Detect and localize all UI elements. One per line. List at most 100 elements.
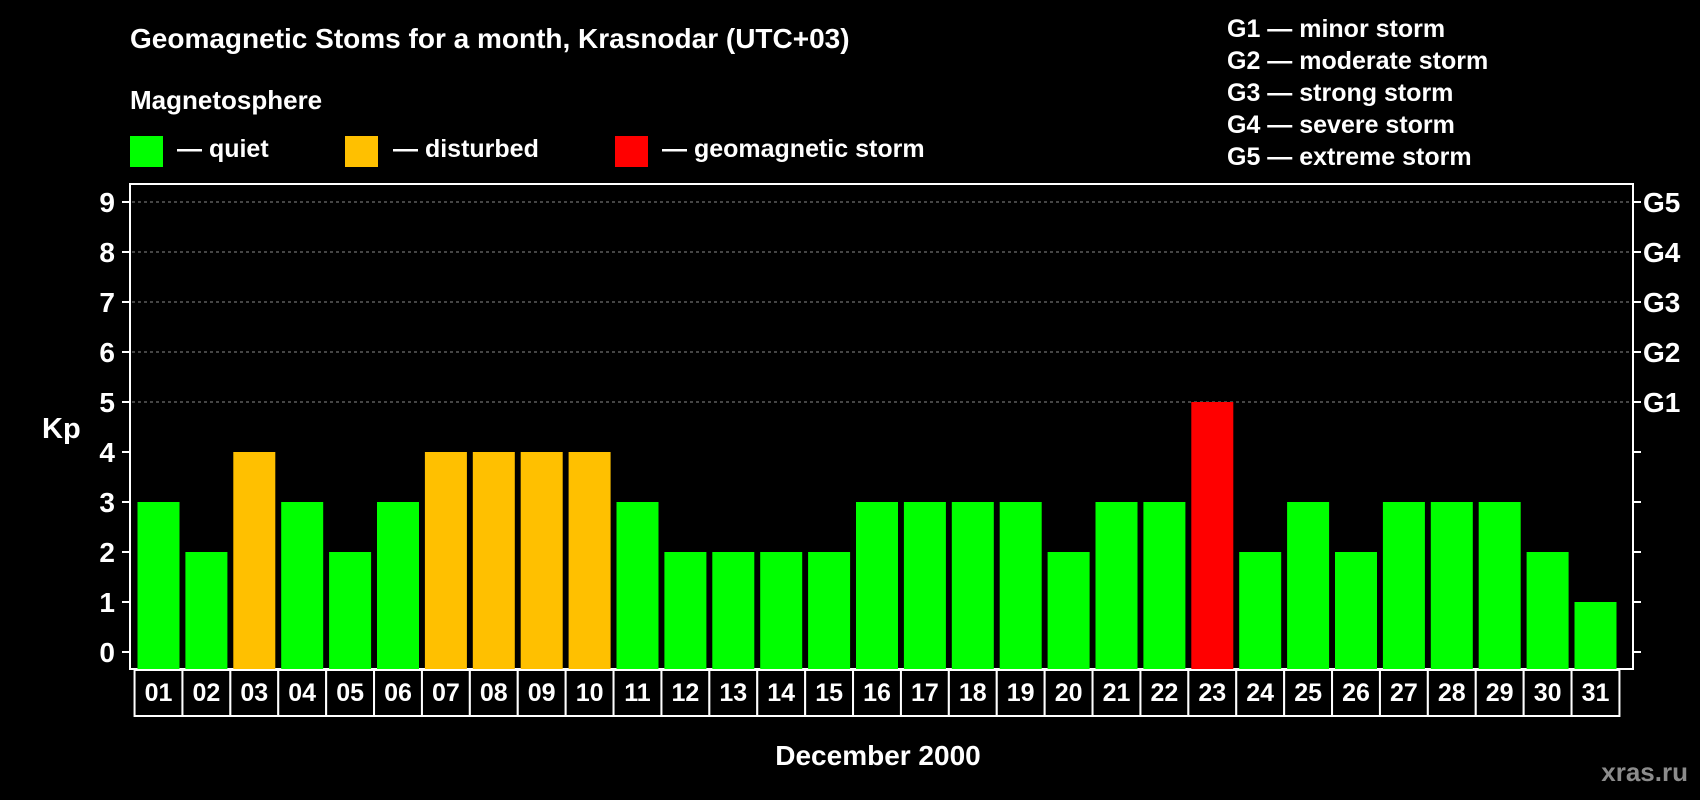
right-axis-label: G5 (1643, 187, 1680, 218)
x-tick-label: 24 (1246, 679, 1274, 707)
bar (999, 502, 1042, 669)
watermark: xras.ru (1601, 757, 1688, 787)
x-tick-box (468, 669, 519, 717)
x-tick-label: 30 (1534, 679, 1562, 707)
bar (1239, 552, 1282, 669)
x-tick-label: 12 (671, 679, 699, 707)
storm-scale-g5: G5 — extreme storm (1227, 143, 1472, 171)
legend-title: Magnetosphere (130, 85, 322, 115)
x-tick-label: 06 (384, 679, 412, 707)
x-tick-box (420, 669, 471, 717)
x-axis-label: December 2000 (775, 740, 980, 771)
storm-scale-g3: G3 — strong storm (1227, 79, 1453, 107)
x-tick-label: 05 (336, 679, 364, 707)
legend-label-disturbed: — disturbed (393, 135, 539, 163)
y-tick-label: 3 (99, 487, 115, 518)
x-tick-label: 08 (480, 679, 508, 707)
x-tick-label: 16 (863, 679, 891, 707)
y-axis-label: Kp (42, 413, 81, 445)
right-axis-label: G2 (1643, 337, 1680, 368)
bar (377, 502, 419, 669)
bar (520, 452, 563, 669)
bar (1095, 502, 1138, 669)
x-tick-label: 02 (192, 679, 220, 707)
bar (951, 502, 994, 669)
x-tick-box (181, 669, 232, 717)
x-tick-box (277, 669, 328, 717)
legend-label-quiet: — quiet (177, 135, 269, 163)
y-tick-label: 4 (99, 437, 115, 468)
right-axis-label: G4 (1643, 237, 1681, 268)
x-tick-label: 21 (1103, 679, 1131, 707)
x-tick-label: 18 (959, 679, 987, 707)
x-tick-box (373, 669, 423, 717)
bar (664, 552, 707, 669)
x-tick-label: 28 (1438, 679, 1466, 707)
y-tick-label: 5 (99, 387, 115, 418)
chart-title: Geomagnetic Stoms for a month, Krasnodar… (130, 23, 850, 54)
legend-swatch-disturbed (345, 136, 378, 167)
x-tick-label: 27 (1390, 679, 1418, 707)
x-tick-label: 11 (624, 679, 651, 707)
x-tick-box (1091, 669, 1142, 717)
bar (856, 502, 898, 669)
bar (1047, 552, 1090, 669)
x-tick-box (1139, 669, 1190, 717)
bar (1143, 502, 1186, 669)
x-tick-box (804, 669, 855, 717)
storm-scale-g4: G4 — severe storm (1227, 111, 1455, 139)
x-tick-label: 20 (1055, 679, 1083, 707)
bar (1335, 552, 1377, 669)
x-tick-label: 07 (432, 679, 460, 707)
x-tick-box (1187, 669, 1238, 717)
x-tick-label: 15 (815, 679, 843, 707)
x-tick-label: 03 (240, 679, 268, 707)
x-tick-box (325, 669, 376, 717)
bar (185, 552, 228, 669)
x-tick-label: 26 (1342, 679, 1370, 707)
x-tick-label: 17 (911, 679, 939, 707)
x-tick-label: 19 (1007, 679, 1035, 707)
legend: — quiet — disturbed — geomagnetic storm (130, 135, 925, 167)
x-tick-label: 04 (288, 679, 316, 707)
y-tick-label: 8 (99, 237, 115, 268)
bar (712, 552, 755, 669)
x-tick-box (1283, 669, 1334, 717)
x-tick-box (756, 669, 807, 717)
x-tick-box (1570, 669, 1621, 717)
x-tick-box (229, 669, 280, 717)
bar (1574, 602, 1617, 669)
y-tick-label: 2 (99, 537, 115, 568)
y-tick-label: 9 (99, 187, 115, 218)
y-tick-label: 0 (99, 637, 115, 668)
y-tick-label: 6 (99, 337, 115, 368)
bar (329, 552, 372, 669)
x-tick-label: 09 (528, 679, 556, 707)
x-tick-box (708, 669, 759, 717)
bar (472, 452, 515, 669)
x-tick-box (1235, 669, 1286, 717)
bar (1478, 502, 1521, 669)
x-tick-label: 13 (719, 679, 747, 707)
bar (808, 552, 851, 669)
bar (1526, 552, 1569, 669)
storm-scale-g2: G2 — moderate storm (1227, 47, 1488, 75)
x-tick-label: 29 (1486, 679, 1514, 707)
bar (760, 552, 803, 669)
x-tick-box (660, 669, 711, 717)
x-tick-label: 10 (576, 679, 604, 707)
x-tick-label: 23 (1198, 679, 1226, 707)
legend-label-storm: — geomagnetic storm (662, 135, 925, 163)
bar (424, 452, 467, 669)
right-axis-label: G1 (1643, 387, 1680, 418)
bar (137, 502, 180, 669)
storm-scale-legend: G1 — minor storm G2 — moderate storm G3 … (1227, 15, 1488, 171)
bar (1287, 502, 1330, 669)
x-tick-box (899, 669, 950, 717)
x-tick-box (1331, 669, 1381, 717)
x-tick-box (133, 669, 184, 717)
y-tick-label: 1 (99, 587, 115, 618)
x-tick-box (852, 669, 902, 717)
